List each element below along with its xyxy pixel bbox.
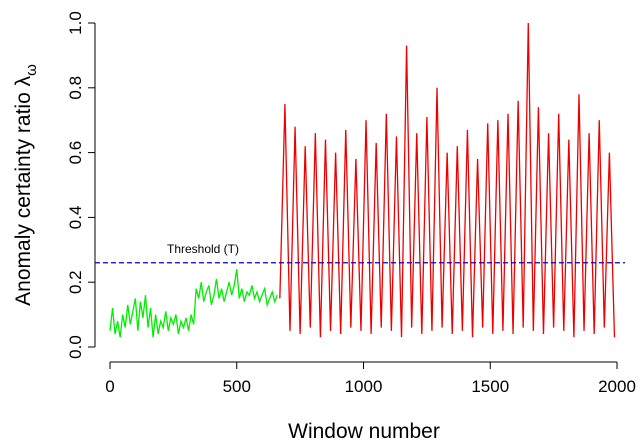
x-tick-label: 1500 — [471, 377, 509, 396]
y-axis-title-subscript: ω — [23, 64, 40, 76]
data-line — [279, 22, 616, 338]
data-line — [109, 269, 278, 338]
y-tick-label: 0.8 — [66, 76, 85, 100]
x-axis-title: Window number — [288, 420, 440, 443]
y-tick-label: 1.0 — [66, 11, 85, 35]
y-axis-title: Anomaly certainty ratio λω — [12, 64, 40, 306]
y-tick-label: 0.6 — [66, 141, 85, 165]
y-tick-label: 0.0 — [66, 335, 85, 359]
x-tick-label: 0 — [105, 377, 114, 396]
y-axis-title-main: Anomaly certainty ratio λ — [12, 75, 35, 305]
x-tick-label: 2000 — [598, 377, 636, 396]
x-tick-label: 500 — [223, 377, 251, 396]
threshold-label: Threshold (T) — [167, 242, 239, 256]
x-tick-label: 1000 — [345, 377, 383, 396]
y-tick-label: 0.2 — [66, 270, 85, 294]
y-tick-label: 0.4 — [66, 206, 85, 230]
